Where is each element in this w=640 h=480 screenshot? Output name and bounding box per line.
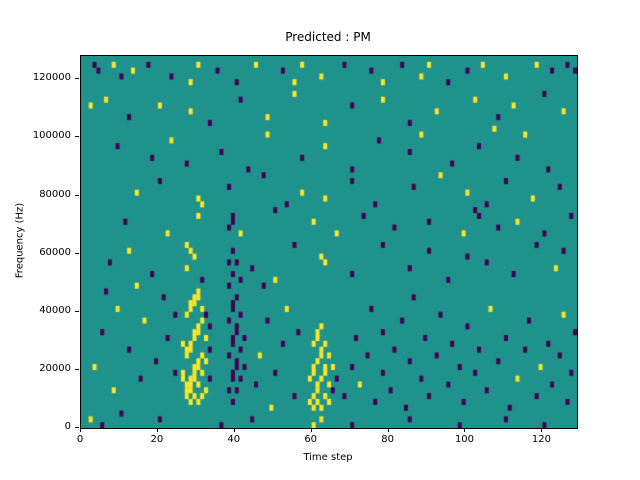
chart-title: Predicted : PM	[285, 30, 371, 44]
x-tick-mark	[80, 428, 81, 432]
y-tick-mark	[75, 252, 79, 254]
y-tick-mark	[75, 310, 79, 312]
x-tick-label: 20	[150, 434, 164, 445]
x-tick-label: 120	[531, 434, 551, 445]
x-tick-mark	[233, 428, 235, 432]
y-tick-label: 120000	[32, 72, 71, 84]
x-tick-mark	[310, 428, 312, 432]
y-tick-label: 0	[64, 421, 71, 432]
x-tick-label: 60	[304, 434, 318, 445]
x-tick-mark	[464, 428, 466, 432]
y-tick-mark	[75, 427, 79, 428]
y-tick-mark	[75, 78, 79, 80]
y-tick-mark	[75, 368, 79, 370]
y-tick-label: 20000	[39, 362, 71, 374]
heatmap-canvas	[81, 56, 577, 428]
x-axis-label: Time step	[303, 452, 353, 463]
plot-area	[80, 55, 578, 429]
y-tick-label: 100000	[32, 130, 71, 142]
y-tick-label: 80000	[39, 188, 71, 200]
y-tick-label: 40000	[39, 304, 71, 316]
y-tick-mark	[75, 136, 79, 138]
x-tick-mark	[541, 428, 543, 432]
x-tick-label: 40	[227, 434, 241, 445]
y-tick-label: 60000	[39, 246, 71, 258]
x-tick-label: 100	[454, 434, 475, 445]
y-tick-mark	[75, 194, 79, 196]
x-tick-mark	[156, 428, 158, 432]
y-axis-label: Frequency (Hz)	[14, 202, 26, 279]
x-tick-label: 0	[76, 434, 84, 445]
x-tick-mark	[387, 428, 389, 432]
x-tick-label: 80	[381, 434, 394, 445]
